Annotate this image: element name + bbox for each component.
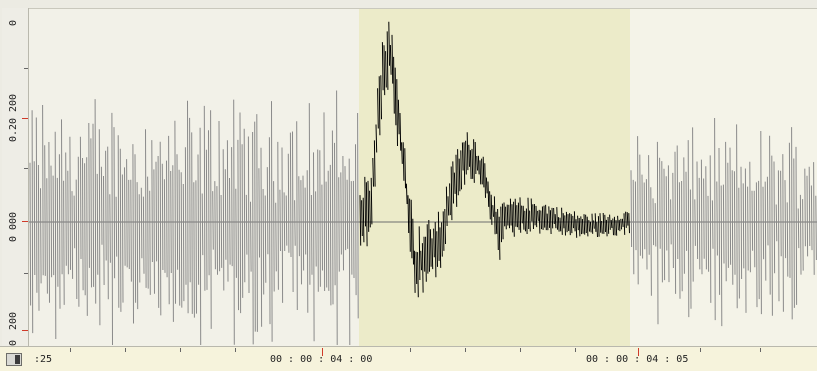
- time-marker: [638, 348, 639, 356]
- time-marker: [322, 348, 323, 356]
- amplitude-label: 0.20: [8, 117, 19, 142]
- amplitude-tick: [24, 68, 28, 69]
- scroll-handle[interactable]: [6, 353, 22, 366]
- amplitude-tick: [24, 168, 28, 169]
- amplitude-label: 0: [8, 235, 19, 242]
- amplitude-label: 0: [8, 19, 19, 26]
- time-tick: [575, 348, 576, 352]
- time-tick: [180, 348, 181, 352]
- time-tick: [760, 348, 761, 352]
- amplitude-marker: [22, 118, 28, 119]
- amplitude-label: 200: [8, 311, 19, 330]
- time-tick: [700, 348, 701, 352]
- time-tick: [465, 348, 466, 352]
- waveform-selected: [359, 21, 630, 298]
- amplitude-marker: [22, 221, 28, 222]
- waveform-unselected-right: [630, 117, 817, 327]
- amplitude-marker: [22, 330, 28, 331]
- amplitude-ruler: 0 200 0.20 000 0 200 0: [2, 8, 29, 346]
- amplitude-label: 000: [8, 211, 19, 230]
- time-tick: [125, 348, 126, 352]
- post-selection-region: [630, 9, 817, 347]
- waveform-unselected-left: [29, 90, 359, 346]
- time-tick: [235, 348, 236, 352]
- time-ruler[interactable]: :25 00 : 00 : 04 : 00 00 : 00 : 04 : 05: [0, 346, 817, 371]
- amplitude-label: 200: [8, 93, 19, 112]
- amplitude-tick: [24, 273, 28, 274]
- time-tick: [520, 348, 521, 352]
- waveform-panel[interactable]: [29, 8, 817, 347]
- time-label: :25: [34, 354, 53, 365]
- time-tick: [70, 348, 71, 352]
- time-label: 00 : 00 : 04 : 05: [586, 354, 689, 365]
- time-label: 00 : 00 : 04 : 00: [270, 354, 373, 365]
- time-tick: [410, 348, 411, 352]
- selection-region[interactable]: [359, 9, 630, 347]
- waveform[interactable]: [29, 9, 817, 347]
